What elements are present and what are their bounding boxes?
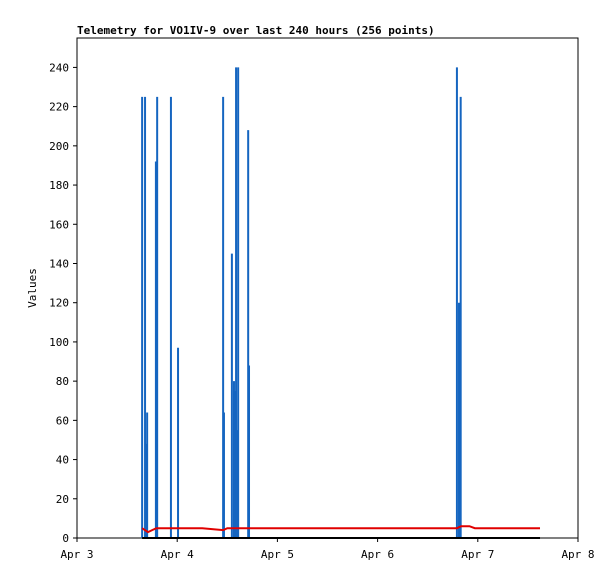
y-tick-label: 200 (49, 140, 69, 153)
y-tick-label: 100 (49, 336, 69, 349)
y-tick-label: 20 (56, 493, 69, 506)
x-tick-label: Apr 6 (361, 548, 394, 561)
y-tick-label: 60 (56, 414, 69, 427)
y-tick-label: 220 (49, 101, 69, 114)
x-tick-label: Apr 5 (261, 548, 294, 561)
x-tick-label: Apr 4 (161, 548, 194, 561)
x-tick-label: Apr 3 (60, 548, 93, 561)
y-tick-label: 80 (56, 375, 69, 388)
y-tick-label: 120 (49, 297, 69, 310)
plot-frame (76, 37, 579, 539)
series-line (141, 525, 541, 534)
x-tick-label: Apr 8 (561, 548, 594, 561)
y-tick-label: 140 (49, 257, 69, 270)
x-tick-label: Apr 7 (461, 548, 494, 561)
y-axis-label: Values (26, 268, 39, 308)
y-tick-label: 0 (62, 532, 69, 545)
chart-title: Telemetry for VO1IV-9 over last 240 hour… (77, 24, 435, 37)
y-tick-label: 160 (49, 218, 69, 231)
y-tick-label: 180 (49, 179, 69, 192)
y-tick-label: 40 (56, 454, 69, 467)
y-tick-label: 240 (49, 61, 69, 74)
